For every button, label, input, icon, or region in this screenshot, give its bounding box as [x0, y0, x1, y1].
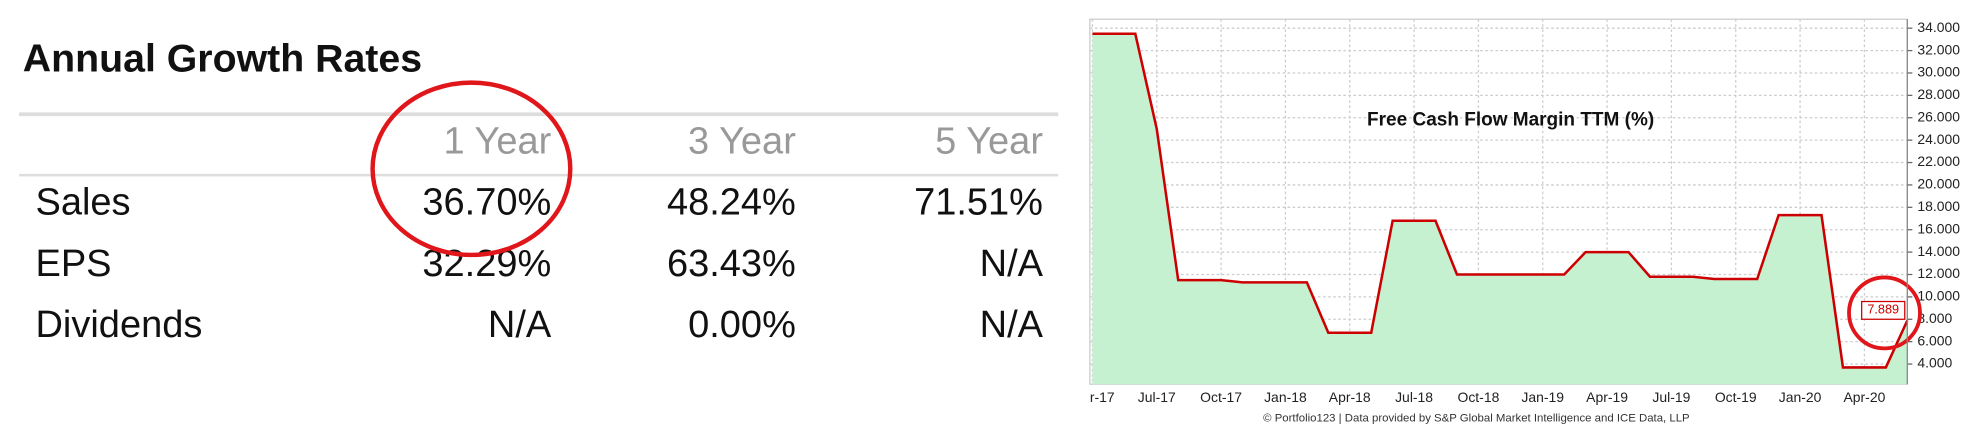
y-tick-label: 14.000: [1917, 243, 1960, 259]
row-label: Dividends: [35, 304, 202, 346]
y-tick-label: 10.000: [1917, 288, 1960, 304]
cell: 48.24%: [667, 181, 796, 223]
y-tick-label: 34.000: [1917, 19, 1960, 35]
value-label-box: [1861, 300, 1906, 320]
x-tick-label: Apr-18: [1329, 389, 1371, 405]
x-tick-label: Oct-17: [1200, 389, 1242, 405]
x-tick-label: Jan-19: [1521, 389, 1564, 405]
footer: © Portfolio123 | Data provided by S&P Gl…: [1263, 412, 1690, 424]
y-tick-label: 16.000: [1917, 220, 1960, 236]
x-tick-label: Oct-19: [1715, 389, 1757, 405]
x-tick-label: Jan-18: [1264, 389, 1307, 405]
chart: 4.000 6.000 8.000 10.000 12.000 14.000 16.000 1…: [1089, 18, 1960, 424]
highlight-circle: [1847, 275, 1922, 351]
y-tick-label: 24.000: [1917, 131, 1960, 147]
x-tick-label: Oct-18: [1458, 389, 1500, 405]
cell: 71.51%: [914, 181, 1043, 223]
x-tick-label: Jul-18: [1395, 389, 1433, 405]
y-tick-label: 22.000: [1917, 153, 1960, 169]
y-tick-label: 30.000: [1917, 64, 1960, 80]
highlight-circle: [370, 80, 573, 258]
table: 1 Year 3 Year 5 Year Sales 36.70% 48.24% 71.51…: [35, 120, 1043, 346]
y-tick-label: 8.000: [1917, 310, 1952, 326]
y-tick-label: 12.000: [1917, 265, 1960, 281]
row-label: Sales: [35, 181, 130, 223]
cell: 0.00%: [688, 304, 796, 346]
cell: 36.70%: [422, 181, 551, 223]
column-header: 5 Year: [935, 120, 1043, 162]
cell: N/A: [488, 304, 552, 346]
x-tick-label: Apr-19: [1586, 389, 1628, 405]
x-tick-label: Jul-19: [1652, 389, 1690, 405]
x-tick-label: Jul-17: [1138, 389, 1176, 405]
cell: N/A: [980, 304, 1044, 346]
table-title: Annual Growth Rates: [23, 36, 422, 80]
y-tick-label: 20.000: [1917, 176, 1960, 192]
y-tick-label: 32.000: [1917, 41, 1960, 57]
y-tick-label: 6.000: [1917, 332, 1952, 348]
column-header: 3 Year: [688, 120, 796, 162]
y-tick-label: 18.000: [1917, 198, 1960, 214]
x-tick-label: r-17: [1090, 389, 1115, 405]
column-header: 1 Year: [443, 120, 551, 162]
row-label: EPS: [35, 243, 111, 285]
cell: N/A: [980, 243, 1044, 285]
x-tick-label: Apr-20: [1843, 389, 1885, 405]
value-label: 7.889: [1867, 303, 1899, 317]
area: [1092, 33, 1908, 385]
cell: 63.43%: [667, 243, 796, 285]
y-tick-label: 28.000: [1917, 86, 1960, 102]
x-tick-label: Jan-20: [1779, 389, 1822, 405]
line: [1092, 32, 1909, 369]
chart-title: Free Cash Flow Margin TTM (%): [1367, 110, 1654, 131]
y-tick-label: 26.000: [1917, 108, 1960, 124]
y-tick-label: 4.000: [1917, 355, 1952, 371]
